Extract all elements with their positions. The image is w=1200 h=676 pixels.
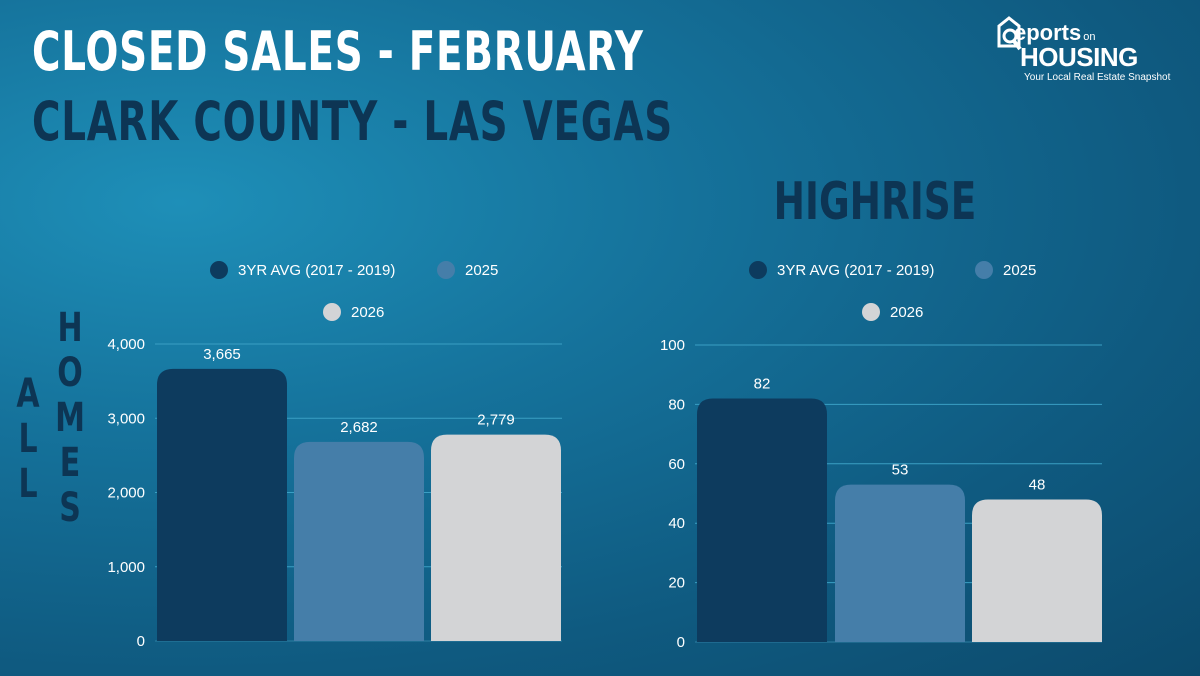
legend-item-2026: 2026 xyxy=(323,303,384,321)
bar-2025 xyxy=(835,484,965,642)
highrise-chart-title: HIGHRISE xyxy=(773,172,977,232)
legend-item-avg: 3YR AVG (2017 - 2019) xyxy=(210,261,395,279)
legend-item-avg: 3YR AVG (2017 - 2019) xyxy=(749,261,934,279)
data-label-2026: 2,779 xyxy=(477,412,515,429)
data-label-2025: 2,682 xyxy=(340,419,378,436)
legend-label-2025: 2025 xyxy=(1003,261,1037,279)
y-tick-label: 0 xyxy=(677,634,685,651)
y-tick-label: 1,000 xyxy=(107,559,145,576)
side-label-homes: H O M E S xyxy=(55,305,85,531)
logo-tagline: Your Local Real Estate Snapshot xyxy=(1024,72,1171,83)
legend-swatch-2026 xyxy=(323,303,341,321)
y-tick-label: 60 xyxy=(668,456,685,473)
y-tick-label: 20 xyxy=(668,575,685,592)
legend-label-avg: 3YR AVG (2017 - 2019) xyxy=(238,261,396,279)
legend-item-2025: 2025 xyxy=(437,261,498,279)
y-tick-label: 3,000 xyxy=(107,410,145,427)
bar-avg xyxy=(697,398,827,642)
data-label-avg: 82 xyxy=(754,375,771,392)
legend-swatch-2026 xyxy=(862,303,880,321)
bar-2026 xyxy=(972,499,1102,642)
legend-swatch-2025 xyxy=(975,261,993,279)
legend-label-2026: 2026 xyxy=(351,303,385,321)
bar-avg xyxy=(157,368,287,641)
page-title: CLOSED SALES - FEBRUARY xyxy=(32,20,644,83)
data-label-avg: 3,665 xyxy=(203,346,241,363)
side-label-all: A L L xyxy=(16,371,40,507)
y-tick-label: 4,000 xyxy=(107,336,145,353)
legend-item-2026: 2026 xyxy=(862,303,923,321)
legend-label-2025: 2025 xyxy=(465,261,499,279)
y-tick-label: 80 xyxy=(668,396,685,413)
legend-item-2025: 2025 xyxy=(975,261,1036,279)
y-tick-label: 0 xyxy=(137,633,145,650)
y-tick-label: 2,000 xyxy=(107,485,145,502)
bar-2025 xyxy=(294,441,424,641)
page-subtitle: CLARK COUNTY - LAS VEGAS xyxy=(32,90,673,153)
y-tick-label: 100 xyxy=(660,337,685,354)
legend-swatch-avg xyxy=(749,261,767,279)
legend-swatch-2025 xyxy=(437,261,455,279)
reports-on-housing-logo: eports on HOUSING Your Local Real Estate … xyxy=(992,14,1182,89)
legend-label-2026: 2026 xyxy=(890,303,924,321)
logo-wordmark-bottom: HOUSING xyxy=(1020,42,1138,72)
legend-swatch-avg xyxy=(210,261,228,279)
data-label-2026: 48 xyxy=(1029,476,1046,493)
legend-label-avg: 3YR AVG (2017 - 2019) xyxy=(777,261,935,279)
data-label-2025: 53 xyxy=(892,462,909,479)
house-magnifier-icon xyxy=(997,16,1022,51)
logo-wordmark-top: eports on xyxy=(1014,20,1096,45)
y-tick-label: 40 xyxy=(668,515,685,532)
bar-2026 xyxy=(431,434,561,641)
